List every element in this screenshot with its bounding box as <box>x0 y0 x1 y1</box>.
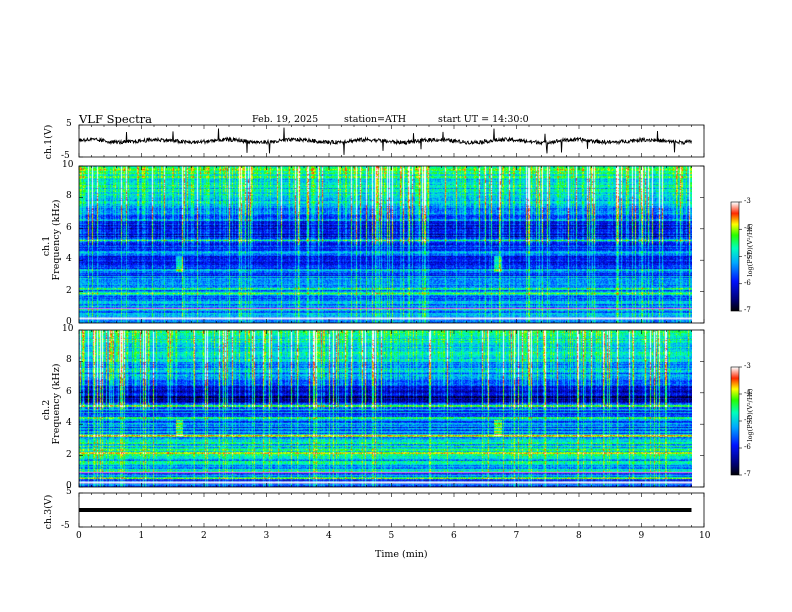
date-label: Feb. 19, 2025 <box>252 114 319 125</box>
time-tick-label: 4 <box>326 531 332 541</box>
ch1-waveform-line <box>78 127 692 155</box>
time-tick-label: 1 <box>138 531 145 541</box>
s2-ytick-label: 4 <box>66 418 72 429</box>
ch1-wave-ylabel: ch.1(V) <box>43 124 54 160</box>
cb2-tick-label: -3 <box>744 362 751 370</box>
time-axis-label: Time (min) <box>375 549 428 560</box>
figure-title: VLF Spectra <box>79 112 153 126</box>
s2-ytick-label: 2 <box>66 449 72 460</box>
s1-ytick-label: 10 <box>62 160 74 170</box>
cb1-tick-label: -7 <box>744 306 751 314</box>
s1-ytick-label: 8 <box>66 191 72 202</box>
s2-ytick-label: 6 <box>66 386 72 397</box>
cb2-frame <box>730 366 740 476</box>
time-tick-label: 0 <box>76 531 82 541</box>
w3-ytick-label: -5 <box>61 521 70 531</box>
ch3-wave-ylabel: ch.3(V) <box>43 494 54 530</box>
ch2-colorbar <box>731 367 739 475</box>
time-tick-label: 9 <box>638 531 645 541</box>
cb1-tick-label: -6 <box>744 278 751 287</box>
cb1-tick-label: -3 <box>744 197 751 205</box>
cb1-tick-label: -4 <box>744 224 751 233</box>
s1-frame <box>78 165 705 324</box>
w1-ytick-label: 5 <box>66 119 72 129</box>
s1-ytick-label: 2 <box>66 285 72 296</box>
cb1-frame <box>730 201 740 312</box>
time-tick-label: 3 <box>263 531 270 541</box>
s1-ytick-label: 0 <box>66 317 72 327</box>
start-ut-label: start UT = 14:30:0 <box>438 114 529 125</box>
s2-ytick-label: 10 <box>62 324 74 334</box>
cb1-tick-label: -5 <box>744 251 751 260</box>
s1-ytick-label: 6 <box>66 222 72 233</box>
time-tick-label: 7 <box>513 531 520 541</box>
ch2-spectrogram <box>79 330 692 487</box>
time-tick-label: 8 <box>576 531 582 541</box>
w3-ytick-label: 5 <box>66 487 72 497</box>
ch1-spec-ylabel: Frequency (kHz) <box>51 199 62 281</box>
time-tick-label: 6 <box>451 531 457 541</box>
time-tick-label: 10 <box>699 531 711 541</box>
s2-ytick-label: 8 <box>66 355 72 366</box>
cb2-tick-label: -5 <box>744 416 751 424</box>
station-label: station=ATH <box>344 114 406 125</box>
s2-frame <box>78 329 705 488</box>
ch2-spec-ylabel: Frequency (kHz) <box>51 363 62 445</box>
ch1-spectrogram <box>79 166 692 323</box>
s2-ytick-label: 0 <box>66 481 72 491</box>
time-tick-label: 2 <box>201 531 207 541</box>
cb2-tick-label: -7 <box>744 470 751 478</box>
s1-ytick-label: 4 <box>66 254 72 265</box>
ch1-colorbar <box>731 202 739 311</box>
w1-ytick-label: -5 <box>61 151 70 161</box>
cb2-tick-label: -6 <box>744 443 751 451</box>
cb2-tick-label: -4 <box>744 389 751 397</box>
time-tick-label: 5 <box>388 531 395 541</box>
